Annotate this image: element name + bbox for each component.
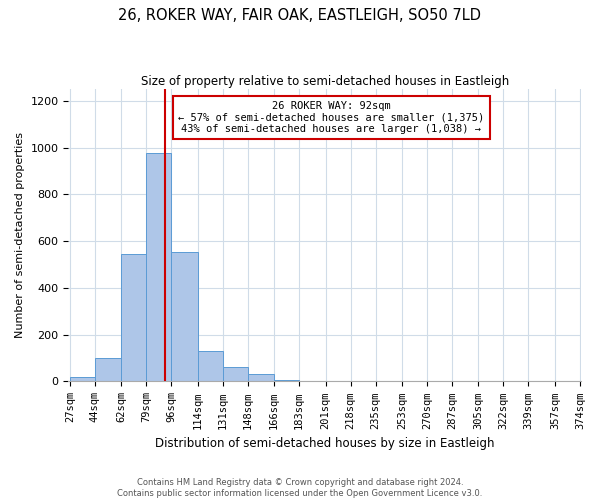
Text: 26 ROKER WAY: 92sqm
← 57% of semi-detached houses are smaller (1,375)
43% of sem: 26 ROKER WAY: 92sqm ← 57% of semi-detach… — [178, 101, 485, 134]
Text: Contains HM Land Registry data © Crown copyright and database right 2024.
Contai: Contains HM Land Registry data © Crown c… — [118, 478, 482, 498]
Title: Size of property relative to semi-detached houses in Eastleigh: Size of property relative to semi-detach… — [141, 75, 509, 88]
Bar — [146, 154, 171, 382]
Bar — [70, 377, 95, 382]
Bar — [198, 351, 223, 382]
Bar — [121, 254, 146, 382]
Bar — [95, 358, 121, 382]
Bar — [223, 367, 248, 382]
Bar — [274, 380, 299, 382]
X-axis label: Distribution of semi-detached houses by size in Eastleigh: Distribution of semi-detached houses by … — [155, 437, 494, 450]
Text: 26, ROKER WAY, FAIR OAK, EASTLEIGH, SO50 7LD: 26, ROKER WAY, FAIR OAK, EASTLEIGH, SO50… — [119, 8, 482, 22]
Bar — [248, 374, 274, 382]
Bar — [171, 252, 198, 382]
Y-axis label: Number of semi-detached properties: Number of semi-detached properties — [15, 132, 25, 338]
